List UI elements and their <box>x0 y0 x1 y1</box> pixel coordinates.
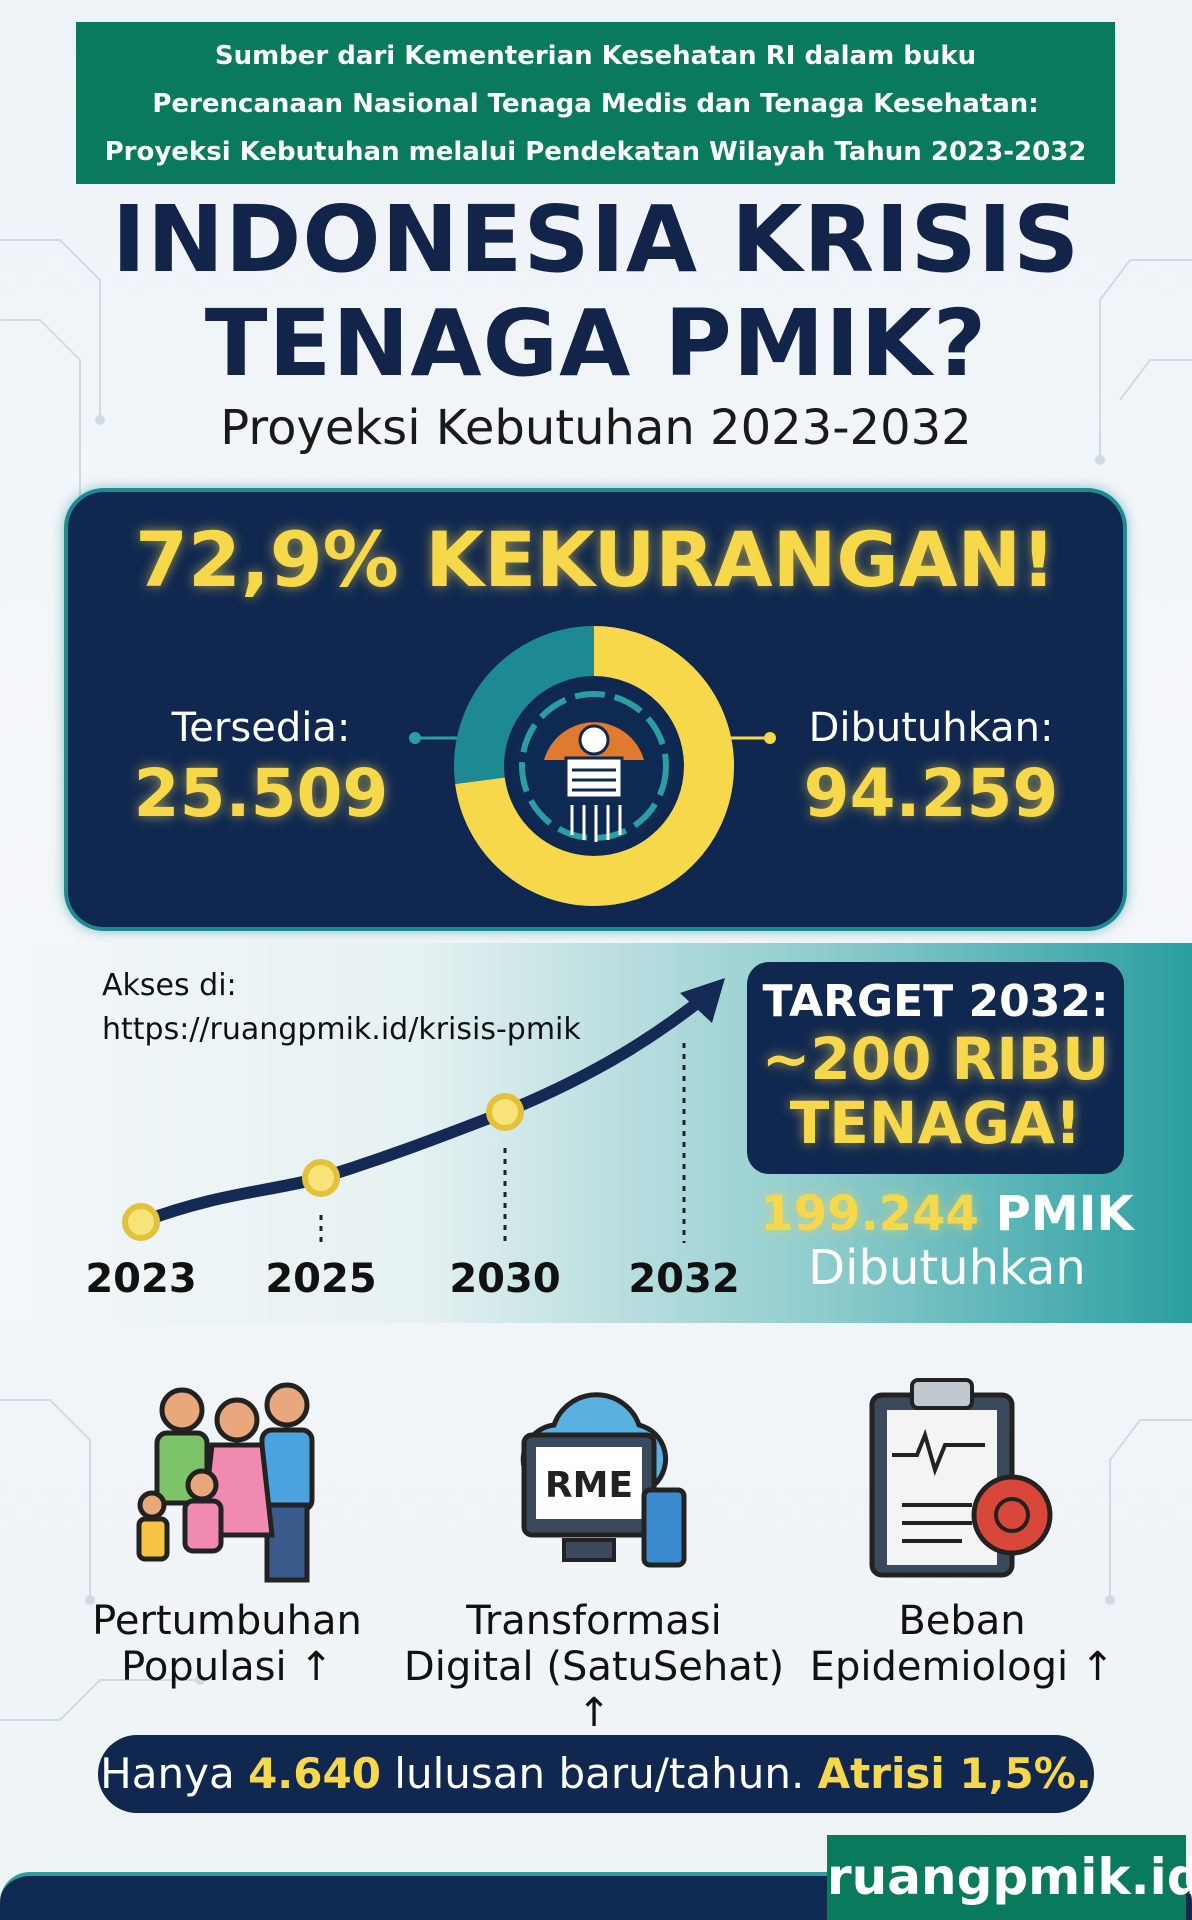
available-value: 25.509 <box>133 755 389 832</box>
pill-pre: Hanya <box>100 1749 235 1798</box>
target-box: TARGET 2032: ~200 RIBU TENAGA! <box>747 962 1124 1174</box>
shortage-percent: 72,9% <box>135 515 399 604</box>
target-needed-number: 199.244 PMIK <box>747 1186 1147 1242</box>
pill-attrition: Atrisi 1,5%. <box>817 1749 1092 1798</box>
needed-value: 94.259 <box>803 755 1059 832</box>
cloud-computer-icon: RME <box>520 1392 687 1568</box>
pill-mid: lulusan baru/tahun. <box>394 1749 805 1798</box>
target-line-3: TENAGA! <box>789 1089 1082 1157</box>
factor-digital: Transformasi Digital (SatuSehat) ↑ <box>384 1598 804 1736</box>
target-needed-label: Dibutuhkan <box>808 1240 1086 1296</box>
factor-line: Populasi ↑ <box>121 1644 333 1690</box>
growth-line-chart <box>122 978 725 1243</box>
pill-graduates: 4.640 <box>248 1749 381 1798</box>
available-label: Tersedia: <box>171 705 351 751</box>
arrow-head-icon <box>680 978 725 1023</box>
clipboard-virus-icon <box>869 1378 1053 1578</box>
title-line-2: TENAGA PMIK? <box>204 290 988 397</box>
brand-badge: ruangpmik.id <box>827 1835 1192 1920</box>
factor-population: Pertumbuhan Populasi ↑ <box>47 1598 407 1690</box>
title-line-1: INDONESIA KRISIS <box>111 186 1081 293</box>
graduates-pill: Hanya 4.640 lulusan baru/tahun. Atrisi 1… <box>98 1735 1094 1813</box>
year-label: 2032 <box>628 1256 740 1302</box>
connector-dot <box>409 732 421 744</box>
shortage-word: KEKURANGAN! <box>425 515 1056 604</box>
factor-line: Digital (SatuSehat) ↑ <box>403 1644 785 1736</box>
year-label: 2023 <box>85 1256 197 1302</box>
factor-line: Pertumbuhan <box>92 1598 362 1644</box>
rme-screen-text: RME <box>545 1465 633 1506</box>
factor-line: Beban <box>898 1598 1026 1644</box>
point-2023 <box>122 1203 160 1241</box>
access-url[interactable]: https://ruangpmik.id/krisis-pmik <box>102 1012 581 1047</box>
shortage-headline: 72,9% KEKURANGAN! <box>64 515 1127 604</box>
ruangpmik-logo-icon <box>512 684 676 848</box>
subtitle: Proyeksi Kebutuhan 2023-2032 <box>220 400 972 456</box>
source-banner: Sumber dari Kementerian Kesehatan RI dal… <box>76 22 1115 184</box>
target-line-2: ~200 RIBU <box>761 1025 1110 1093</box>
factor-line: Transformasi <box>466 1598 722 1644</box>
target-line-1: TARGET 2032: <box>762 976 1109 1027</box>
factor-epidemiology: Beban Epidemiologi ↑ <box>782 1598 1142 1690</box>
source-line: Proyeksi Kebutuhan melalui Pendekatan Wi… <box>104 137 1087 167</box>
point-2025 <box>302 1159 340 1197</box>
source-line: Perencanaan Nasional Tenaga Medis dan Te… <box>152 89 1039 119</box>
year-label: 2025 <box>265 1256 377 1302</box>
point-2030 <box>486 1093 524 1131</box>
needed-label: Dibutuhkan: <box>808 705 1054 751</box>
access-label: Akses di: <box>102 968 237 1003</box>
growth-arrow-line <box>135 987 716 1228</box>
donut-chart <box>409 626 776 906</box>
factor-line: Epidemiologi ↑ <box>809 1644 1115 1690</box>
target-unit: PMIK <box>995 1186 1134 1242</box>
donut-shortage <box>454 626 734 906</box>
connector-dot <box>764 732 776 744</box>
source-line: Sumber dari Kementerian Kesehatan RI dal… <box>214 41 977 71</box>
target-number: 199.244 <box>760 1186 979 1242</box>
family-icon <box>136 1382 315 1583</box>
year-label: 2030 <box>449 1256 561 1302</box>
